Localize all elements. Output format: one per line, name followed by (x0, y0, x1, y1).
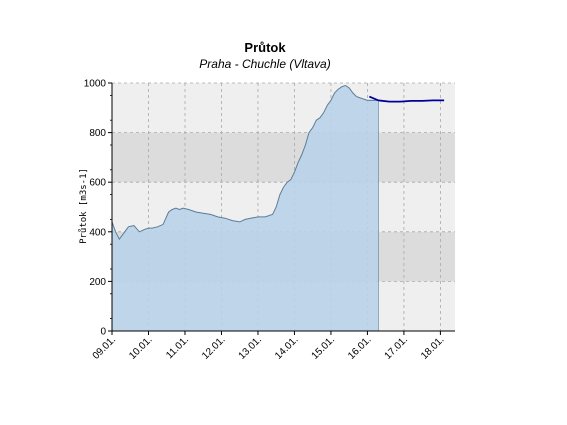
y-tick-label: 400 (89, 227, 106, 238)
plot-band (112, 83, 455, 133)
plot-band (112, 132, 455, 183)
x-tick-label: 16.01. (346, 334, 373, 361)
x-tick-label: 13.01. (237, 334, 264, 361)
x-tick-label: 15.01. (310, 334, 337, 361)
x-tick-label: 11.01. (164, 334, 191, 361)
chart-subtitle: Praha - Chuchle (Vltava) (199, 57, 330, 71)
x-tick-label: 17.01. (383, 334, 410, 361)
series-layer (111, 84, 445, 331)
chart-title: Průtok (244, 40, 286, 55)
observed-area (112, 85, 379, 331)
x-tick-label: 18.01. (419, 334, 446, 361)
x-tick-label: 09.01. (91, 334, 118, 361)
x-tick-label: 10.01. (127, 334, 154, 361)
x-tick-label: 12.01. (200, 334, 227, 361)
forecast-line (368, 95, 445, 103)
y-tick-label: 600 (89, 178, 106, 189)
y-tick-label: 200 (89, 277, 106, 288)
y-tick-label: 0 (100, 327, 106, 338)
observed-line (111, 84, 379, 241)
y-tick-label: 800 (89, 128, 106, 139)
x-tick-label: 14.01. (273, 334, 300, 361)
y-tick-label: 1000 (84, 79, 107, 90)
y-axis-label: Průtok [m3s-1] (78, 168, 89, 244)
axes (108, 82, 455, 335)
x-tick-labels: 09.01. 10.01. 11.01. 12.01. 13.01. 14.01. 15.0… (91, 334, 447, 361)
y-tick-labels: 0 200 400 600 800 1000 (84, 79, 107, 338)
